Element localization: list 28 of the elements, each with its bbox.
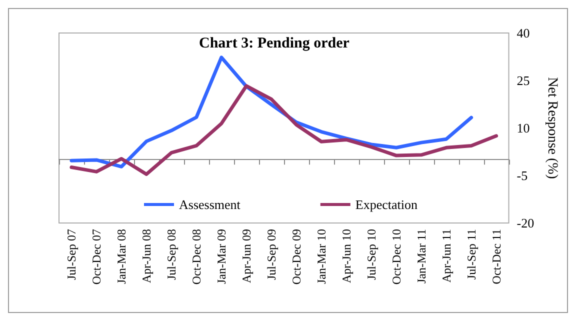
x-tick-label: Oct-Dec 10: [389, 229, 404, 285]
x-tick-label: Apr-Jun 11: [439, 229, 454, 283]
x-tick-label: Jan-Mar 10: [314, 229, 328, 284]
y-tick-label: -20: [516, 216, 534, 230]
x-tick-label: Jul-Sep 07: [64, 229, 78, 280]
x-tick-label: Oct-Dec 11: [489, 229, 504, 284]
x-tick-label: Oct-Dec 07: [89, 229, 104, 285]
x-tick-label: Oct-Dec 08: [189, 229, 204, 285]
y-tick-label: -5: [516, 168, 528, 183]
line-series: [70, 84, 498, 176]
x-tick-label: Apr-Jun 10: [339, 229, 354, 284]
y-tick-label: 10: [516, 120, 530, 136]
y-tick-label: 25: [516, 73, 530, 88]
x-tick-label: Jan-Mar 11: [414, 229, 428, 284]
x-tick-label: Jan-Mar 08: [114, 229, 128, 284]
x-tick-label: Jul-Sep 08: [164, 229, 178, 280]
x-tick-label: Apr-Jun 08: [139, 229, 154, 284]
chart-title: Chart 3: Pending order: [199, 36, 350, 52]
legend-label: Expectation: [355, 197, 418, 212]
x-tick-label: Apr-Jun 09: [239, 229, 254, 284]
legend-label: Assessment: [179, 197, 241, 212]
x-tick-label: Jan-Mar 09: [214, 229, 228, 284]
x-tick-label: Jul-Sep 11: [464, 229, 478, 280]
y-axis-title: Net Response (%): [544, 77, 560, 180]
y-tick-label: 40: [516, 26, 530, 40]
x-tick-label: Jul-Sep 09: [264, 229, 278, 280]
x-tick-label: Jul-Sep 10: [364, 229, 378, 280]
x-tick-label: Oct-Dec 09: [289, 229, 304, 285]
